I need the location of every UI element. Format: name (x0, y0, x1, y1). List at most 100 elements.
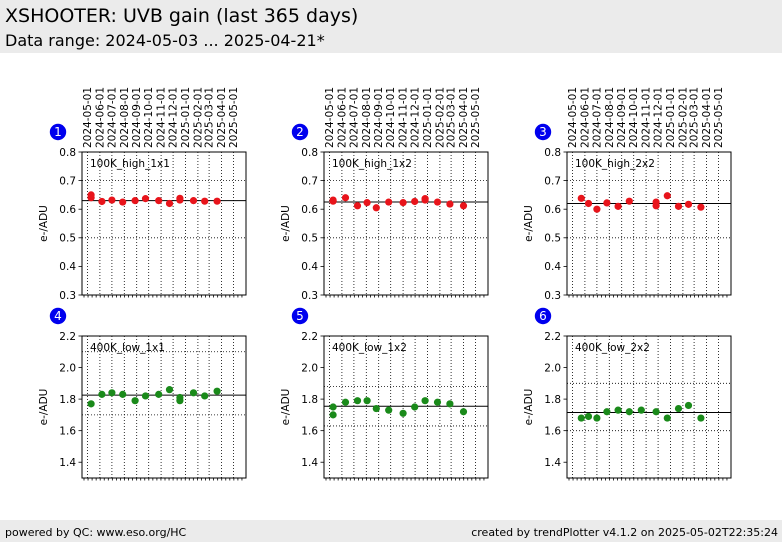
x-tick-label: 2024-06-01 (336, 87, 348, 148)
data-point (141, 195, 150, 203)
x-tick-label: 2024-05-01 (567, 87, 579, 148)
x-tick-label: 2025-05-01 (228, 87, 240, 148)
data-point (411, 197, 419, 206)
data-point (652, 408, 660, 416)
y-tick-label: 0.5 (301, 233, 318, 245)
series-label: 400K_low_1x1 (90, 342, 165, 354)
data-point (385, 198, 393, 206)
y-tick-label: 0.7 (301, 175, 318, 187)
data-point (421, 397, 429, 405)
x-tick-label: 2025-03-01 (204, 87, 216, 148)
series-label: 100K_high_1x2 (332, 158, 412, 170)
panel-number: 2 (296, 125, 304, 139)
x-tick-label: 2024-10-01 (628, 87, 640, 148)
panel-number: 4 (54, 309, 62, 323)
x-tick-label: 2024-08-01 (604, 87, 616, 148)
y-tick-label: 0.5 (544, 233, 561, 245)
y-tick-label: 1.8 (59, 394, 76, 406)
data-point (433, 398, 442, 406)
data-point (213, 387, 221, 395)
data-point (446, 200, 454, 208)
y-tick-label: 0.7 (59, 175, 76, 187)
data-point (108, 389, 116, 397)
chart-panel-3: 2024-05-01 2024-06-01 2024-07-01 2024-08-01… (523, 87, 732, 302)
data-point (663, 192, 671, 200)
axes-frame (81, 335, 247, 479)
data-point (459, 202, 468, 210)
x-tick-label: 2024-12-01 (410, 87, 422, 148)
data-point (433, 198, 442, 206)
panel-number: 1 (54, 125, 62, 139)
data-point (155, 390, 163, 398)
y-tick-label: 1.8 (544, 394, 561, 406)
data-point (577, 194, 585, 202)
y-axis-label: e-/ADU (38, 205, 50, 242)
data-point (329, 403, 337, 411)
data-point (119, 390, 127, 398)
x-tick-label: 2025-01-01 (180, 87, 192, 148)
x-tick-label: 2024-11-01 (641, 87, 653, 148)
y-tick-label: 0.4 (59, 261, 76, 273)
data-point (131, 397, 139, 405)
y-tick-label: 2.2 (544, 331, 561, 343)
data-point (697, 203, 705, 211)
axes-frame (81, 151, 247, 296)
y-tick-label: 0.7 (544, 175, 561, 187)
x-tick-label: 2024-09-01 (616, 87, 628, 148)
data-point (201, 197, 209, 205)
data-point (625, 408, 633, 416)
data-point (385, 406, 393, 414)
y-tick-label: 0.4 (301, 261, 318, 273)
data-point (614, 202, 622, 210)
data-point (372, 404, 380, 413)
data-point (176, 196, 184, 204)
data-point (363, 199, 371, 207)
y-tick-label: 1.6 (301, 425, 318, 437)
x-tick-label: 2024-10-01 (385, 87, 397, 148)
y-tick-label: 0.4 (544, 261, 561, 273)
chart-panel-2: 2024-05-01 2024-06-01 2024-07-01 2024-08-01… (280, 87, 489, 302)
data-point (165, 386, 174, 394)
page-title: XSHOOTER: UVB gain (last 365 days) (5, 5, 359, 27)
page-subtitle: Data range: 2024-05-03 ... 2025-04-21* (5, 31, 325, 50)
data-point (584, 199, 593, 208)
y-tick-label: 0.8 (59, 147, 76, 159)
chart-panel-1: 2024-05-01 2024-06-01 2024-07-01 2024-08-01… (38, 87, 247, 302)
data-point (98, 390, 106, 398)
y-tick-label: 2.2 (301, 331, 318, 343)
data-point (603, 199, 611, 207)
data-point (341, 398, 350, 406)
y-tick-label: 0.8 (301, 147, 318, 159)
data-point (625, 197, 633, 205)
x-tick-label: 2024-07-01 (348, 87, 360, 148)
data-point (652, 202, 660, 210)
y-tick-label: 2.0 (59, 362, 76, 374)
x-tick-label: 2024-10-01 (143, 87, 155, 148)
x-tick-label: 2025-02-01 (434, 87, 446, 148)
data-point (353, 202, 362, 210)
data-point (213, 197, 221, 205)
header-bar: XSHOOTER: UVB gain (last 365 days) Data … (0, 0, 782, 53)
data-point (141, 392, 150, 400)
y-tick-label: 0.3 (544, 290, 561, 302)
data-point (165, 199, 174, 208)
series-label: 100K_high_1x1 (90, 158, 170, 170)
data-point (459, 408, 468, 416)
y-tick-label: 2.0 (301, 362, 318, 374)
axes-frame (323, 335, 489, 479)
x-tick-label: 2025-05-01 (470, 87, 482, 148)
axes-frame (566, 151, 732, 296)
data-point (353, 397, 362, 405)
data-point (201, 392, 209, 400)
x-tick-label: 2025-04-01 (701, 87, 713, 148)
data-point (363, 397, 371, 405)
panel-number-badge (49, 307, 67, 325)
y-axis-label: e-/ADU (280, 205, 292, 242)
data-point (421, 196, 429, 204)
x-tick-label: 2025-05-01 (713, 87, 725, 148)
footer-bar: powered by QC: www.eso.org/HC created by… (0, 520, 782, 542)
data-point (614, 406, 622, 414)
y-tick-label: 1.8 (301, 394, 318, 406)
data-point (176, 397, 184, 405)
x-tick-label: 2025-04-01 (216, 87, 228, 148)
